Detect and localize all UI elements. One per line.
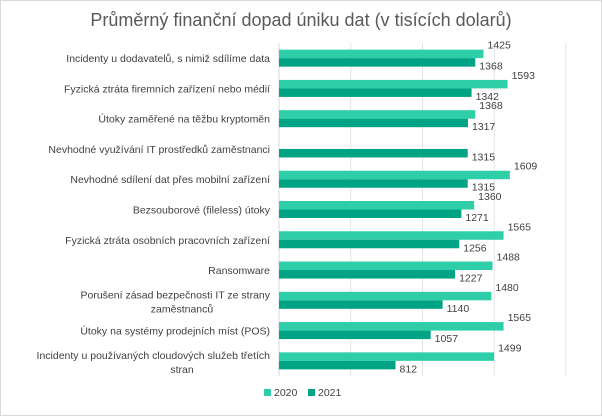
data-label-2020: 1368 <box>479 100 503 112</box>
bar-2021 <box>279 58 476 67</box>
data-label-2020: 1565 <box>508 312 532 324</box>
category-label: Incidenty u používaných cloudových služe… <box>37 350 271 376</box>
bar-2020 <box>279 231 504 240</box>
bar-2020 <box>279 49 484 59</box>
bar-2020 <box>279 201 475 210</box>
legend-swatch-2021 <box>308 389 315 396</box>
data-label-2021: 1256 <box>463 242 487 254</box>
data-label-2021: 1227 <box>459 273 483 285</box>
category-label: Útoky zaměřené na těžbu kryptoměn <box>98 113 270 126</box>
chart-title: Průměrný finanční dopad úniku dat (v tis… <box>90 10 512 30</box>
bar-2020 <box>279 261 493 271</box>
data-label-2020: 1488 <box>497 252 521 264</box>
category-label: Fyzická ztráta firemních zařízení nebo m… <box>64 83 270 95</box>
data-label-2021: 1271 <box>465 212 489 224</box>
bar-2020 <box>279 110 476 119</box>
data-label-2020: 1480 <box>495 282 519 294</box>
category-label: Fyzická ztráta osobních pracovních zaříz… <box>65 235 270 247</box>
data-label-2021: 1317 <box>472 121 496 133</box>
data-label-2021: 812 <box>400 363 418 375</box>
data-label-2021: 1368 <box>479 61 503 73</box>
category-label: Porušení zásad bezpečnosti IT ze strany z… <box>81 289 271 315</box>
bar-2021 <box>279 360 396 370</box>
data-label-2021: 1315 <box>472 151 496 163</box>
data-label-2020: 1360 <box>478 191 502 203</box>
data-label-2021: 1057 <box>435 333 459 345</box>
bar-2021 <box>279 270 456 279</box>
category-label: Bezsouborové (fileless) útoky <box>133 205 271 217</box>
data-label-2020: 1565 <box>508 221 532 233</box>
bar-2020 <box>279 170 510 180</box>
bar-2021 <box>279 300 443 309</box>
bar-2021 <box>279 330 431 340</box>
data-label-2020: 1425 <box>487 40 511 52</box>
data-label-2021: 1140 <box>447 303 470 315</box>
bar-2021 <box>279 239 460 249</box>
bar-2021 <box>279 118 468 128</box>
bar-2021 <box>279 179 468 188</box>
bar-2021 <box>279 148 468 158</box>
category-label: Nevhodné sdílení dat přes mobilní zaříze… <box>70 174 270 186</box>
category-label: Útoky na systémy prodejních míst (POS) <box>80 325 270 338</box>
bar-2020 <box>279 291 492 301</box>
bar-2021 <box>279 209 462 218</box>
data-label-2020: 1499 <box>498 342 522 354</box>
data-label-2020: 1593 <box>512 70 536 82</box>
category-label: Ransomware <box>208 265 270 277</box>
data-label-2020: 1609 <box>514 161 538 173</box>
bar-2020 <box>279 352 495 361</box>
bar-2021 <box>279 88 472 97</box>
data-label-2021: 1342 <box>476 91 500 103</box>
category-label: Nevhodné využívání IT prostředků zaměstn… <box>48 144 270 156</box>
bar-2020 <box>279 79 508 89</box>
bar-2020 <box>279 322 504 331</box>
category-label: Incidenty u dodavatelů, s nimiž sdílíme … <box>66 53 270 65</box>
legend-swatch-2020 <box>264 389 271 396</box>
data-label-2021: 1315 <box>472 182 496 194</box>
legend-label-2021: 2021 <box>318 387 342 399</box>
legend-label-2020: 2020 <box>274 387 298 399</box>
